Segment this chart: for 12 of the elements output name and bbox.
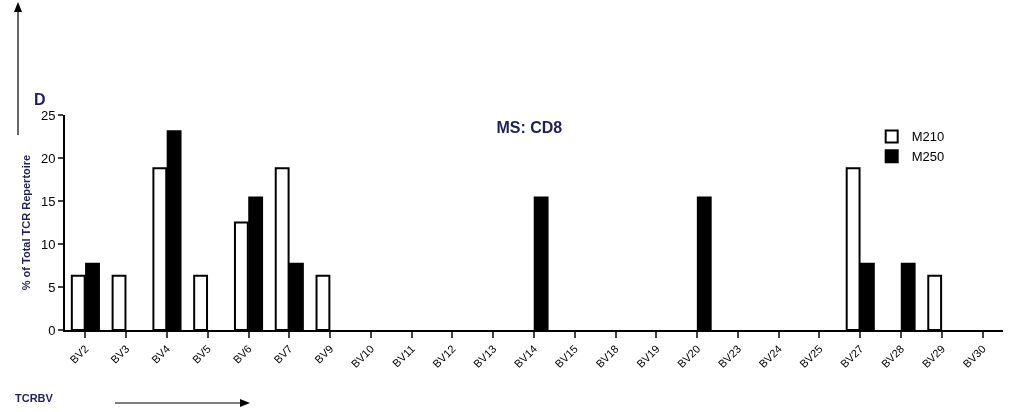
y-tick-label: 0 (48, 322, 56, 338)
chart-title: MS: CD8 (496, 119, 563, 137)
y-axis-title: % of Total TCR Repertoire (20, 154, 33, 291)
y-tick-label: 15 (40, 193, 56, 209)
y-tick-label: 5 (48, 279, 56, 295)
y-tick-label: 10 (40, 236, 56, 252)
y-tick-label: 20 (40, 150, 56, 166)
y-tick-label: 25 (40, 107, 56, 123)
text: D (34, 91, 46, 108)
x-axis-title: TCRBV (15, 392, 54, 404)
legend-label: M210 (911, 129, 945, 145)
legend-label: M250 (911, 149, 945, 165)
